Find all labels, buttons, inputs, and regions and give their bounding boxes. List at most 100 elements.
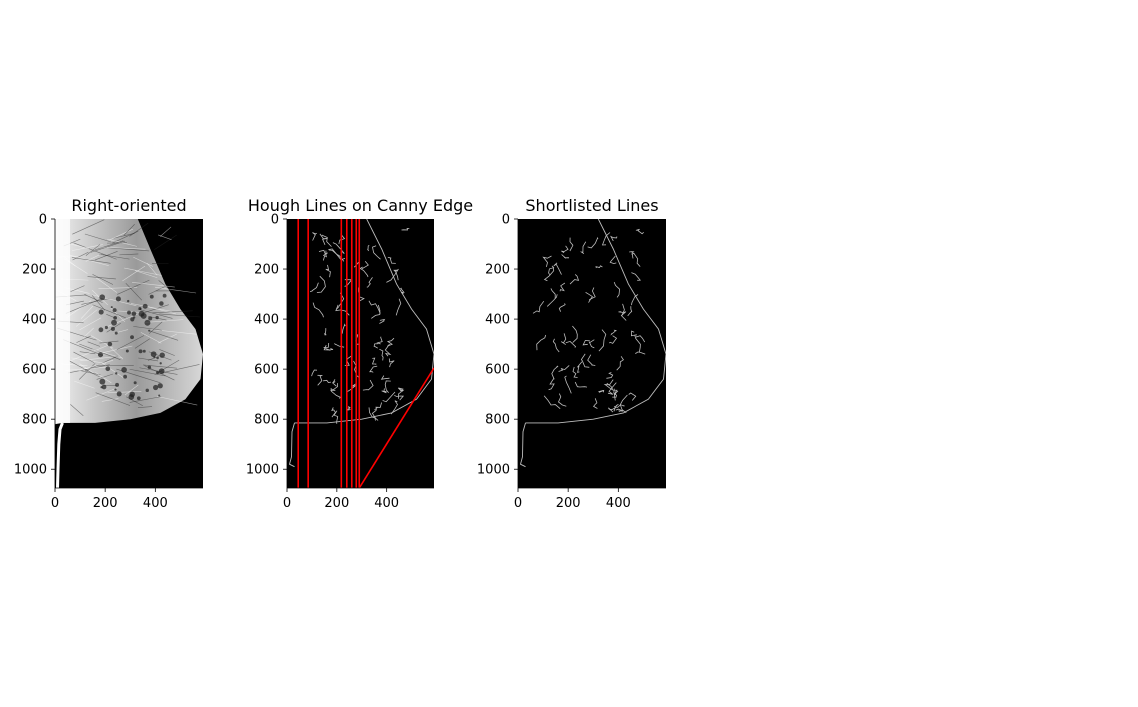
canny-edge-body [288,422,295,468]
canny-edge-segment [629,251,635,259]
tissue-dark-spot [147,365,152,369]
tissue-dark-spot [158,368,165,375]
canny-edge-segment [346,405,351,411]
canny-edge-segment [379,318,386,324]
tissue-fiber [139,367,178,375]
tissue-fiber [160,226,172,237]
canny-edge-segment [615,408,624,412]
canny-edge-segment [380,375,390,380]
tissue-fiber [157,333,177,344]
tissue-dark-spot [148,316,153,321]
tissue-fiber [71,257,111,264]
y-tick-label: 600 [22,363,47,378]
canny-edge-segment [564,375,572,394]
y-tick-label: 600 [254,363,279,378]
y-tick-label: 200 [254,263,279,278]
tissue-fiber [129,222,149,237]
canny-edge-segment [561,245,569,254]
canny-edge-segment [319,233,328,246]
y-tick-label: 400 [485,313,510,328]
canny-edge-segment [333,410,339,424]
tissue-dark-spot [132,316,136,319]
canny-edge-segment [572,325,578,343]
tissue-fiber [79,351,96,355]
tissue-fiber [87,341,100,347]
canny-edge-segment [330,383,339,391]
canny-edge-segment [569,274,580,285]
tissue-fiber [99,253,130,260]
canny-edge-segment [619,394,628,414]
tissue-dark-spot [148,329,151,332]
canny-edge-segment [401,227,410,231]
y-tick-label: 0 [502,213,510,228]
tissue-fiber [85,253,101,262]
tissue-dark-spot [116,391,122,397]
tissue-fiber [104,313,139,329]
canny-edge-segment [558,303,566,312]
tissue-fiber [68,344,109,362]
canny-edge-segment [338,233,346,245]
canny-edge-segment [565,340,577,348]
tissue-fiber [123,224,135,236]
tissue-dark-spot [159,352,165,358]
tissue-fiber [73,351,95,363]
canny-edge-segment [634,334,641,353]
tissue-fiber [70,404,84,416]
tissue-dark-spot [150,351,157,358]
tissue-dark-spot [142,303,148,309]
tissue-fiber [148,285,168,295]
y-tick-label: 200 [485,263,510,278]
tissue-dark-spot [97,352,104,358]
canny-edge-segment [543,395,561,410]
tissue-fiber [86,387,118,401]
canny-edge-segment [595,265,603,269]
y-tick-label: 400 [254,313,279,328]
tissue-dark-spot [127,310,131,315]
y-tick-label: 200 [22,263,47,278]
tissue-dark-spot [114,388,117,391]
canny-edge-segment [631,272,642,281]
tissue-fiber [95,277,118,293]
canny-edge-segment [574,381,588,388]
image-content [519,219,666,468]
tissue-dark-spot [113,315,118,320]
canny-edge-segment [394,394,405,401]
canny-edge-segment [588,339,595,349]
x-tick-label: 400 [143,496,168,511]
canny-edge-segment [587,354,596,366]
canny-edge-segment [323,342,331,351]
canny-edge-segment [312,302,324,318]
tissue-dark-spot [140,312,147,319]
tissue-fiber [85,244,101,256]
tissue-fiber [90,240,126,253]
panel-title: Right-oriented [71,196,186,215]
canny-edge-segment [621,303,627,321]
canny-edge-segment [542,255,552,267]
tissue-fiber [91,295,106,311]
tissue-dark-spot [105,366,111,372]
canny-edge-segment [582,340,590,346]
x-tick-label: 200 [556,496,581,511]
tissue-fiber [74,380,95,389]
tissue-dark-spot [121,367,127,373]
tissue-dark-spot [142,349,146,353]
tissue-fiber [72,219,105,235]
tissue-dark-spot [131,311,137,317]
tissue-dark-spot [156,356,159,360]
canny-edge-segment [368,407,376,421]
canny-edge-segment [631,294,639,306]
tissue-dark-spot [144,319,151,326]
tissue-fiber [124,384,139,396]
canny-edge-segment [572,366,578,378]
tissue-fiber [98,287,138,290]
tissue-dark-spot [107,341,113,347]
tissue-dark-spot [158,394,161,397]
tissue-dark-spot [126,299,130,303]
tissue-dark-spot [111,319,117,326]
tissue-dark-spot [98,309,104,315]
tissue-dark-spot [99,294,106,301]
tissue-fiber [79,317,102,331]
panel-shortlisted-lines: Shortlisted Lines 0 200 400 600 800 1000 0 200 40… [477,196,666,511]
tissue-fiber [109,228,134,241]
canny-edge-segment [587,236,599,249]
